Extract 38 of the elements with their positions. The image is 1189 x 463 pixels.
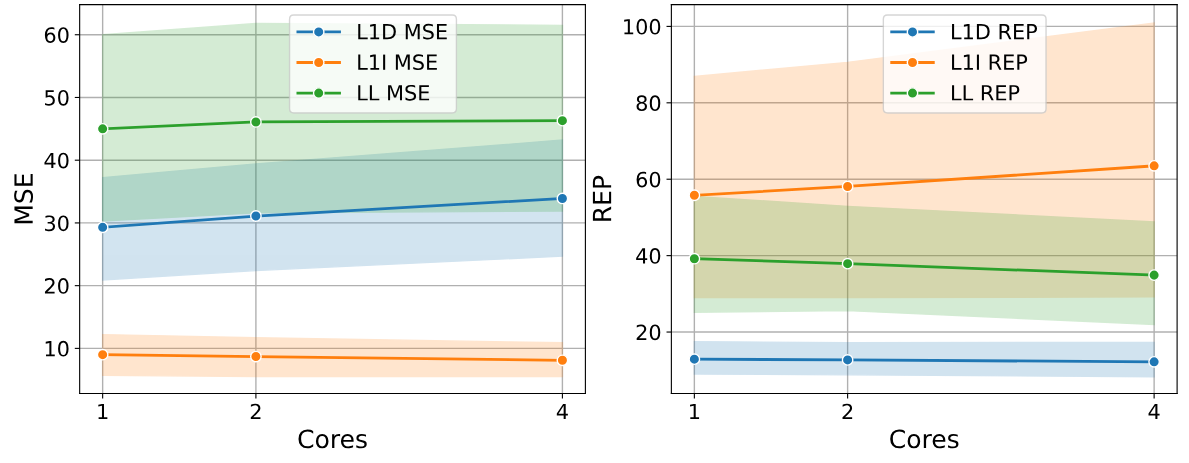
point — [688, 189, 701, 202]
x-tick-label: 4 — [1148, 403, 1160, 420]
y-axis-title: REP — [592, 175, 612, 221]
legend-label: L1I MSE — [358, 54, 437, 71]
y-tick-label: 20 — [636, 324, 661, 341]
y-tick-label: 20 — [44, 278, 69, 294]
legend-label: LL REP — [952, 85, 1020, 101]
point — [1148, 355, 1161, 368]
x-tick-label: 1 — [98, 403, 108, 420]
x-axis-title: Cores — [298, 429, 367, 449]
y-tick-label: 100 — [624, 18, 661, 35]
point — [250, 350, 262, 363]
y-tick-label: 60 — [636, 171, 661, 188]
point — [250, 210, 262, 222]
point — [688, 353, 701, 366]
y-axis-title: MSE — [14, 174, 34, 224]
legend-label: L1I REP — [952, 54, 1028, 70]
x-tick-label: 2 — [842, 403, 853, 420]
legend-label: L1D REP — [952, 24, 1038, 40]
legend-label: LL MSE — [358, 84, 430, 101]
x-tick-label: 2 — [250, 403, 261, 420]
y-tick-label: 40 — [44, 152, 69, 169]
y-tick-label: 50 — [45, 89, 69, 106]
y-tick-label: 30 — [45, 215, 69, 232]
point — [841, 354, 854, 366]
y-tick-label: 80 — [636, 95, 661, 112]
point — [841, 257, 854, 270]
y-tick-label: 60 — [44, 27, 69, 43]
y-tick-label: 10 — [45, 340, 69, 357]
y-tick-label: 40 — [636, 248, 661, 264]
x-axis-title: Cores — [890, 429, 959, 449]
point — [1148, 159, 1161, 172]
legend-label: L1D MSE — [358, 23, 447, 40]
point — [688, 252, 701, 265]
point — [841, 180, 854, 193]
x-tick-label: 4 — [556, 403, 568, 420]
x-tick-label: 1 — [690, 403, 700, 420]
point — [250, 116, 262, 128]
